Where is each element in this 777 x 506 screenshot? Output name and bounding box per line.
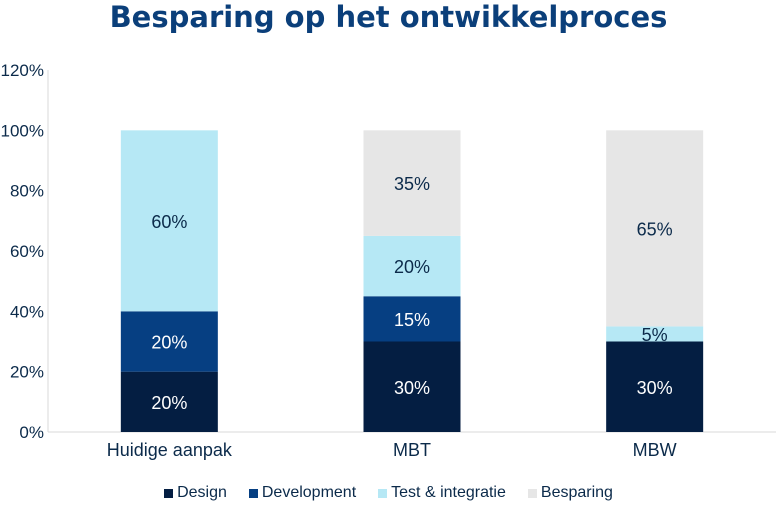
y-tick-label: 80% (10, 182, 44, 201)
data-label: 20% (151, 333, 187, 353)
chart-title: Besparing op het ontwikkelproces (109, 0, 668, 34)
legend-label: Development (261, 484, 357, 501)
legend-item-development: Development (248, 484, 357, 502)
legend: Design Development Test & integratie Bespar… (0, 484, 777, 502)
data-label: 15% (394, 310, 430, 330)
y-tick-label: 0% (19, 423, 44, 442)
legend-swatch (248, 488, 258, 498)
bar-development-huidige-aanpak (120, 311, 218, 372)
legend-item-besparing: Besparing (527, 484, 613, 502)
legend-swatch (378, 488, 388, 498)
legend-swatch (527, 488, 537, 498)
data-label: 30% (637, 378, 673, 398)
data-label: 5% (642, 325, 668, 345)
y-tick-label: 120% (1, 61, 44, 80)
bar-test-integratie-mbw (606, 326, 704, 342)
bar-stack-group: 20% 20% 60% 30% 15% 20% 35% 30% 5% 65% (120, 130, 704, 432)
bar-besparing-mbt (363, 130, 461, 236)
chart-plot: 0%20%40%60%80%100%120% 20%20%60%30%15%20… (1, 61, 776, 460)
data-label: 30% (394, 378, 430, 398)
bar-design-mbt (363, 341, 461, 432)
data-label: 60% (151, 212, 187, 232)
y-tick-labels: 0% 20% 40% 60% 80% 100% 120% (1, 61, 44, 442)
x-tick-labels: Huidige aanpak MBT MBW (107, 440, 677, 460)
legend-swatch (164, 488, 174, 498)
y-tick-label: 60% (10, 242, 44, 261)
data-label: 35% (394, 174, 430, 194)
bar-test-integratie-huidige-aanpak (120, 130, 218, 312)
bar-test-integratie-mbt (363, 235, 461, 297)
legend-label: Test & integratie (391, 484, 506, 501)
legend-item-test-integratie: Test & integratie (378, 484, 506, 502)
data-label: 20% (151, 393, 187, 413)
legend-label: Besparing (540, 484, 613, 501)
x-tick-label: MBW (633, 440, 677, 460)
y-tick-label: 20% (10, 363, 44, 382)
bar-development-mbt (363, 296, 461, 342)
x-tick-label: MBT (393, 440, 431, 460)
legend-label: Design (177, 484, 227, 501)
y-tick-label: 40% (10, 302, 44, 321)
data-label: 20% (394, 257, 430, 277)
y-tick-label: 100% (1, 121, 44, 140)
bar-besparing-mbw (606, 130, 704, 327)
data-label: 65% (637, 219, 673, 239)
x-tick-label: Huidige aanpak (107, 440, 233, 460)
legend-item-design: Design (164, 484, 227, 502)
bar-design-huidige-aanpak (120, 371, 218, 432)
bar-design-mbw (606, 341, 704, 432)
